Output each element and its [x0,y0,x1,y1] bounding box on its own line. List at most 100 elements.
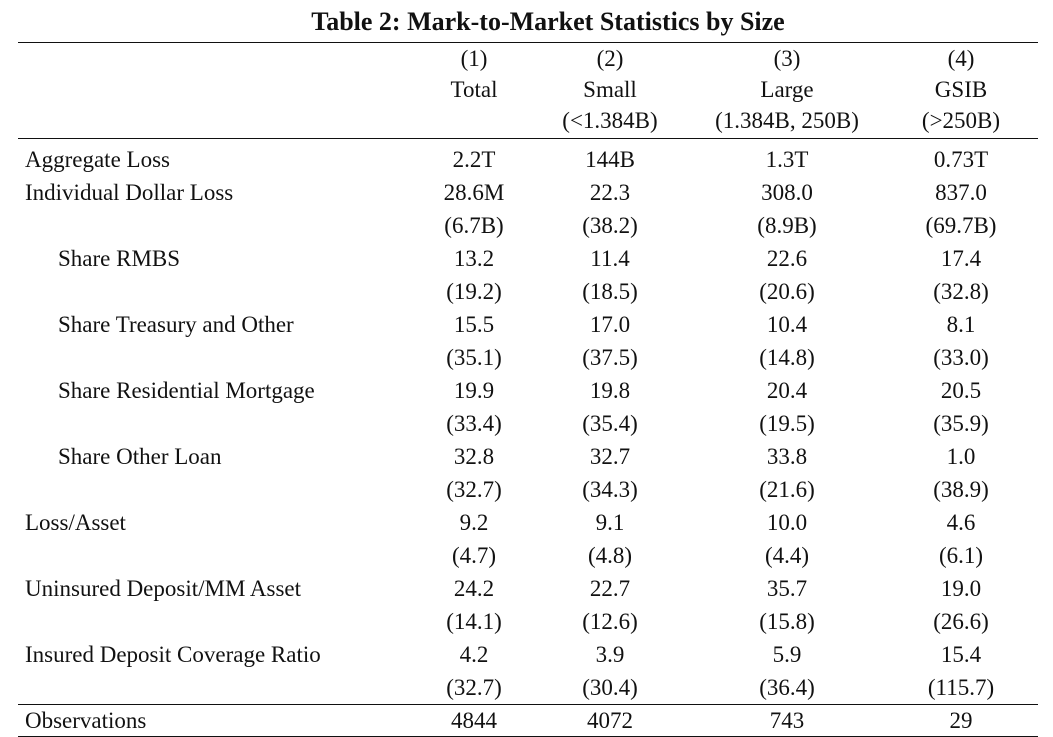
cell-value: 32.7 [589,444,631,469]
table-row: Share Other Loan 32.8 32.7 33.8 1.0 [18,440,1038,473]
cell-se: (37.5) [582,345,638,370]
table-row-se: (35.1) (37.5) (14.8) (33.0) [18,341,1038,374]
table-row: Share Residential Mortgage 19.9 19.8 20.… [18,374,1038,407]
cell-se: (35.1) [446,345,502,370]
cell-value: 32.8 [453,444,495,469]
cell-se: (12.6) [582,609,638,634]
header-row-ranges: (<1.384B) (1.384B, 250B) (>250B) [18,105,1038,139]
cell-se: (4.7) [451,543,497,568]
column-name: Large [760,77,814,102]
cell-value: 3.9 [595,642,625,667]
header-empty-cell [18,105,418,139]
cell-se: (34.3) [582,477,638,502]
row-label: Aggregate Loss [25,147,170,172]
row-label-empty [18,209,418,242]
row-label-empty [18,473,418,506]
cell-se: (38.2) [582,213,638,238]
cell-value: 743 [769,708,805,733]
cell-value: 15.4 [940,642,982,667]
column-name: GSIB [934,77,988,102]
cell-se: (4.8) [587,543,633,568]
cell-value: 9.1 [595,510,625,535]
statistics-table: (1) (2) (3) (4) Total Small Large GSIB (… [18,42,1038,737]
row-label-empty [18,671,418,705]
column-number: (4) [947,46,975,71]
cell-value: 10.0 [766,510,808,535]
column-name: Small [583,77,637,102]
cell-se: (19.2) [446,279,502,304]
row-label: Individual Dollar Loss [25,180,234,205]
table-row-se: (19.2) (18.5) (20.6) (32.8) [18,275,1038,308]
observations-row: Observations 4844 4072 743 29 [18,704,1038,737]
table-row-se: (6.7B) (38.2) (8.9B) (69.7B) [18,209,1038,242]
cell-se: (14.1) [446,609,502,634]
cell-se: (36.4) [759,675,815,700]
cell-value: 19.8 [589,378,631,403]
cell-value: 4844 [451,708,497,733]
column-number: (3) [773,46,801,71]
cell-value: 20.5 [940,378,982,403]
table-title: Table 2: Mark-to-Market Statistics by Si… [311,7,785,36]
table-row: Insured Deposit Coverage Ratio 4.2 3.9 5… [18,638,1038,671]
cell-value: 10.4 [766,312,808,337]
header-row-names: Total Small Large GSIB [18,74,1038,105]
column-range: (1.384B, 250B) [715,108,859,133]
row-label-empty [18,341,418,374]
cell-se: (8.9B) [757,213,817,238]
table-row: Share RMBS 13.2 11.4 22.6 17.4 [18,242,1038,275]
row-label: Share RMBS [58,246,181,271]
cell-se: (32.8) [933,279,989,304]
table-row-se: (14.1) (12.6) (15.8) (26.6) [18,605,1038,638]
table-row: Individual Dollar Loss 28.6M 22.3 308.0 … [18,176,1038,209]
column-number: (1) [460,46,488,71]
cell-value: 28.6M [443,180,505,205]
cell-value: 837.0 [935,180,987,205]
row-label-empty [18,275,418,308]
table-row-se: (4.7) (4.8) (4.4) (6.1) [18,539,1038,572]
cell-se: (19.5) [759,411,815,436]
row-label-empty [18,539,418,572]
cell-se: (35.4) [582,411,638,436]
row-label: Share Treasury and Other [58,312,294,337]
cell-value: 11.4 [590,246,630,271]
cell-value: 4.2 [459,642,489,667]
table-row: Aggregate Loss 2.2T 144B 1.3T 0.73T [18,139,1038,177]
column-name: Total [450,77,498,102]
cell-value: 2.2T [452,147,496,172]
cell-value: 13.2 [453,246,495,271]
cell-value: 22.3 [589,180,631,205]
cell-se: (115.7) [927,675,995,700]
table-row-se: (32.7) (30.4) (36.4) (115.7) [18,671,1038,705]
cell-value: 17.0 [589,312,631,337]
cell-value: 35.7 [766,576,808,601]
table-row-se: (32.7) (34.3) (21.6) (38.9) [18,473,1038,506]
cell-value: 1.3T [765,147,809,172]
cell-value: 22.7 [589,576,631,601]
header-row-numbers: (1) (2) (3) (4) [18,43,1038,75]
cell-value: 19.9 [453,378,495,403]
cell-se: (69.7B) [925,213,997,238]
cell-value: 33.8 [766,444,808,469]
cell-value: 8.1 [946,312,976,337]
row-label: Share Other Loan [58,444,222,469]
row-label: Share Residential Mortgage [58,378,315,403]
row-label: Observations [25,708,147,733]
header-empty-cell [18,43,418,75]
cell-se: (32.7) [446,675,502,700]
cell-se: (4.4) [764,543,810,568]
cell-value: 20.4 [766,378,808,403]
row-label: Insured Deposit Coverage Ratio [25,642,321,667]
header-empty-cell [18,74,418,105]
cell-se: (32.7) [446,477,502,502]
cell-se: (15.8) [759,609,815,634]
column-range [418,105,530,139]
cell-value: 19.0 [940,576,982,601]
column-number: (2) [596,46,624,71]
cell-value: 17.4 [940,246,982,271]
column-range: (>250B) [921,108,1001,133]
cell-value: 5.9 [772,642,802,667]
table-row-se: (33.4) (35.4) (19.5) (35.9) [18,407,1038,440]
cell-se: (33.4) [446,411,502,436]
row-label-empty [18,407,418,440]
